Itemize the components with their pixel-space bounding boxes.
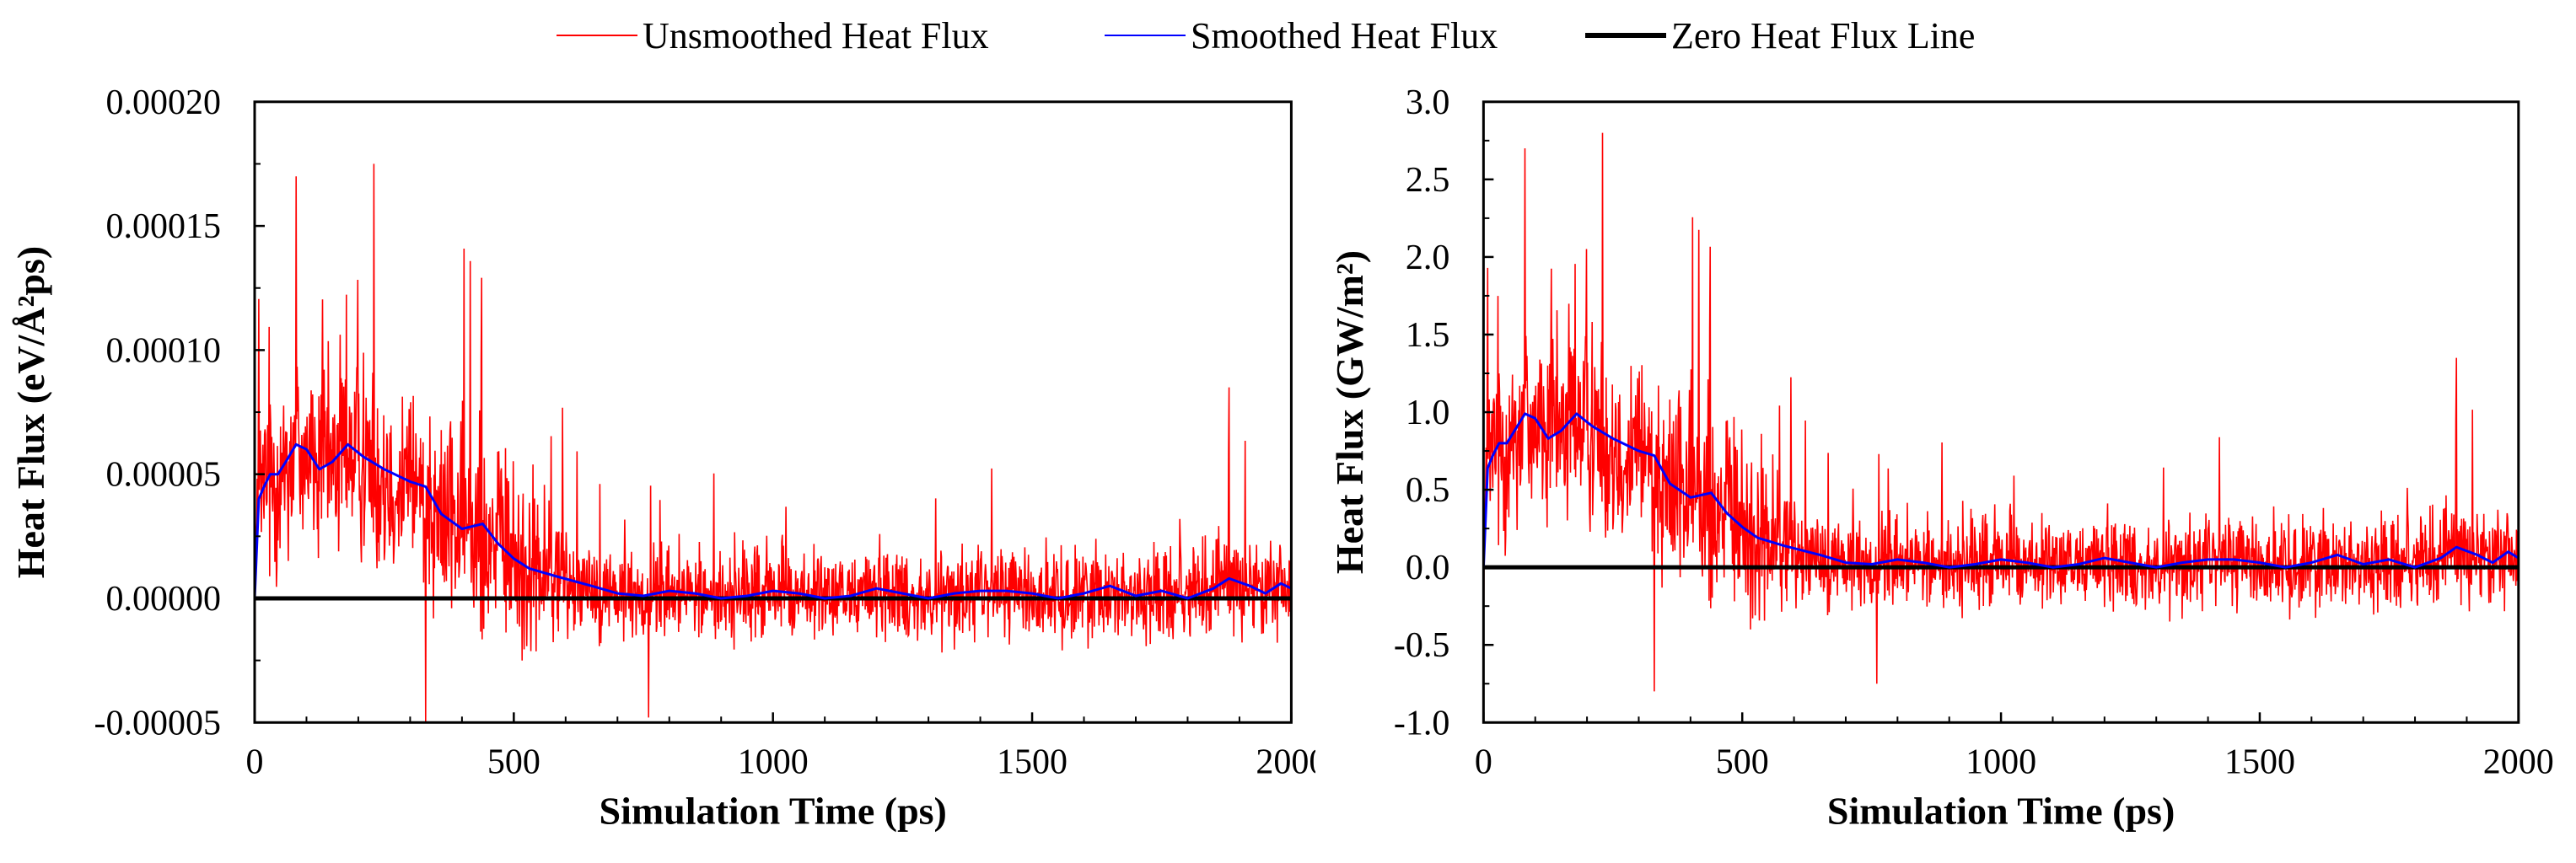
- x-tick-label: 2000: [1256, 742, 1315, 781]
- chart-legend: Unsmoothed Heat Flux Smoothed Heat Flux …: [0, 0, 2576, 76]
- y-tick-label: 0.5: [1406, 471, 1450, 510]
- y-tick-label: 0.00005: [105, 456, 221, 495]
- legend-label-unsmoothed: Unsmoothed Heat Flux: [643, 14, 989, 56]
- series-unsmoothed-heat-flux: [1483, 132, 2519, 692]
- chart-right-gwm2: -1.0 -0.5 0.0 0.5 1.0 1.5 2.0 2.5 3.0 0 500 1000 150…: [1328, 83, 2554, 832]
- y-axis-title: Heat Flux (GW/m²): [1328, 250, 1371, 574]
- x-tick-label: 1000: [738, 742, 809, 781]
- x-tick-label: 2000: [2483, 742, 2554, 781]
- legend-label-smoothed: Smoothed Heat Flux: [1191, 14, 1498, 56]
- legend-swatch-smoothed: [1105, 35, 1186, 36]
- x-axis-title: Simulation Time (ps): [599, 789, 946, 832]
- legend-item-zero: Zero Heat Flux Line: [1585, 10, 1975, 61]
- legend-item-unsmoothed: Unsmoothed Heat Flux: [557, 10, 989, 61]
- series-smoothed-heat-flux: [254, 442, 1292, 600]
- series-smoothed-heat-flux: [1483, 412, 2519, 569]
- plot-area: [1483, 132, 2519, 692]
- y-tick-label: -0.5: [1394, 626, 1450, 665]
- x-axis-title: Simulation Time (ps): [1827, 789, 2175, 832]
- x-tick-label: 0: [245, 742, 263, 781]
- legend-item-smoothed: Smoothed Heat Flux: [1105, 10, 1498, 61]
- legend-swatch-unsmoothed: [557, 35, 637, 36]
- y-tick-label: -0.00005: [94, 704, 221, 742]
- y-tick-label: 3.0: [1406, 83, 1450, 122]
- y-tick-label: -1.0: [1394, 704, 1450, 742]
- x-tick-label: 0: [1475, 742, 1492, 781]
- plot-area: [254, 163, 1292, 723]
- legend-swatch-zero: [1585, 33, 1666, 38]
- x-tick-label: 1000: [1966, 742, 2036, 781]
- y-tick-label: 1.5: [1406, 316, 1450, 355]
- x-tick-label: 500: [487, 742, 540, 781]
- y-tick-label: 0.0: [1406, 549, 1450, 587]
- x-tick-label: 1500: [2224, 742, 2295, 781]
- series-unsmoothed-heat-flux: [254, 163, 1292, 723]
- y-axis-title: Heat Flux (eV/Å²ps): [9, 246, 52, 579]
- x-tick-label: 500: [1716, 742, 1769, 781]
- y-tick-label: 0.00000: [105, 580, 221, 619]
- y-tick-label: 0.00020: [105, 83, 221, 122]
- y-tick-label: 0.00010: [105, 331, 221, 370]
- x-tick-label: 1500: [997, 742, 1068, 781]
- y-tick-label: 2.5: [1406, 161, 1450, 200]
- legend-label-zero: Zero Heat Flux Line: [1671, 14, 1976, 56]
- y-tick-label: 1.0: [1406, 394, 1450, 432]
- chart-left-evA2ps: -0.00005 0.00000 0.00005 0.00010 0.00015 0.00…: [9, 83, 1315, 832]
- y-tick-label: 2.0: [1406, 239, 1450, 277]
- y-tick-label: 0.00015: [105, 207, 221, 246]
